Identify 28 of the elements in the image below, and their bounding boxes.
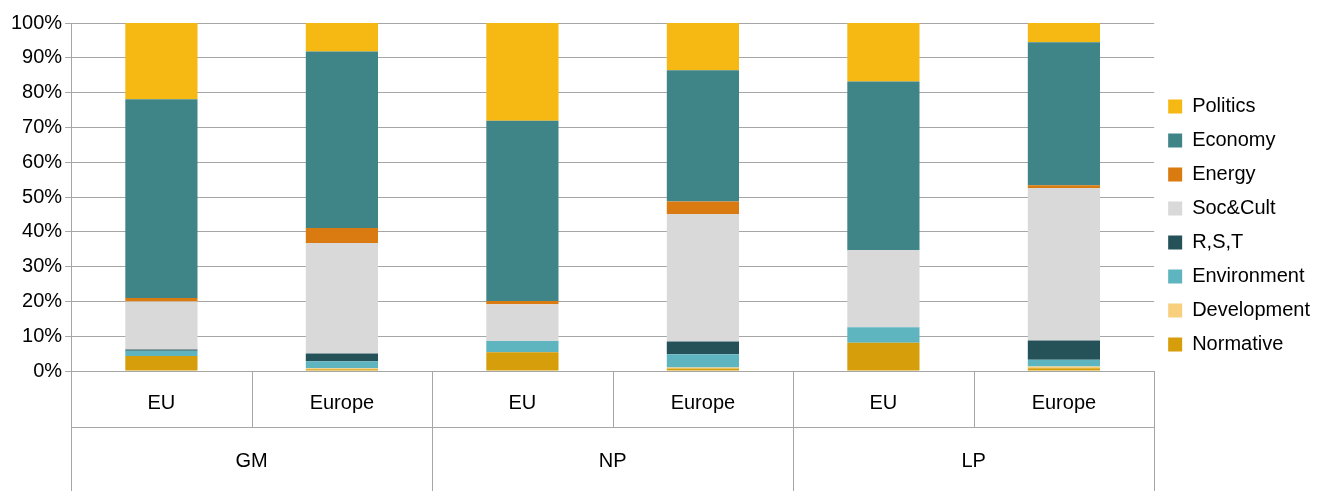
legend-label: Environment <box>1192 264 1305 287</box>
legend-label: Politics <box>1192 94 1256 117</box>
y-tick-label: 10% <box>22 323 63 346</box>
legend-label: Soc&Cult <box>1192 196 1276 219</box>
legend-label: Energy <box>1192 162 1256 185</box>
y-tick-label: 100% <box>11 10 63 33</box>
text: GM <box>235 448 268 471</box>
y-tick-label: 70% <box>22 114 63 137</box>
y-tick-label: 40% <box>22 219 63 242</box>
y-tick-label: 80% <box>22 80 63 103</box>
y-tick-label: 0% <box>33 358 63 381</box>
legend-label: R,S,T <box>1192 230 1244 253</box>
text: LP <box>961 448 986 471</box>
y-tick-label: 20% <box>22 288 63 311</box>
legend-label: Development <box>1192 298 1311 321</box>
legend-label: Economy <box>1192 128 1276 151</box>
text: NP <box>598 448 627 471</box>
x-tick-label: EU <box>869 390 898 413</box>
x-tick-label: Europe <box>309 390 375 413</box>
x-tick-label: EU <box>147 390 176 413</box>
y-tick-label: 60% <box>22 149 63 172</box>
y-tick-label: 90% <box>22 45 63 68</box>
x-tick-label: Europe <box>1031 390 1097 413</box>
y-tick-label: 30% <box>22 254 63 277</box>
legend-label: Normative <box>1192 332 1284 355</box>
x-tick-label: EU <box>508 390 537 413</box>
x-tick-label: Europe <box>670 390 736 413</box>
y-tick-label: 50% <box>22 184 63 207</box>
